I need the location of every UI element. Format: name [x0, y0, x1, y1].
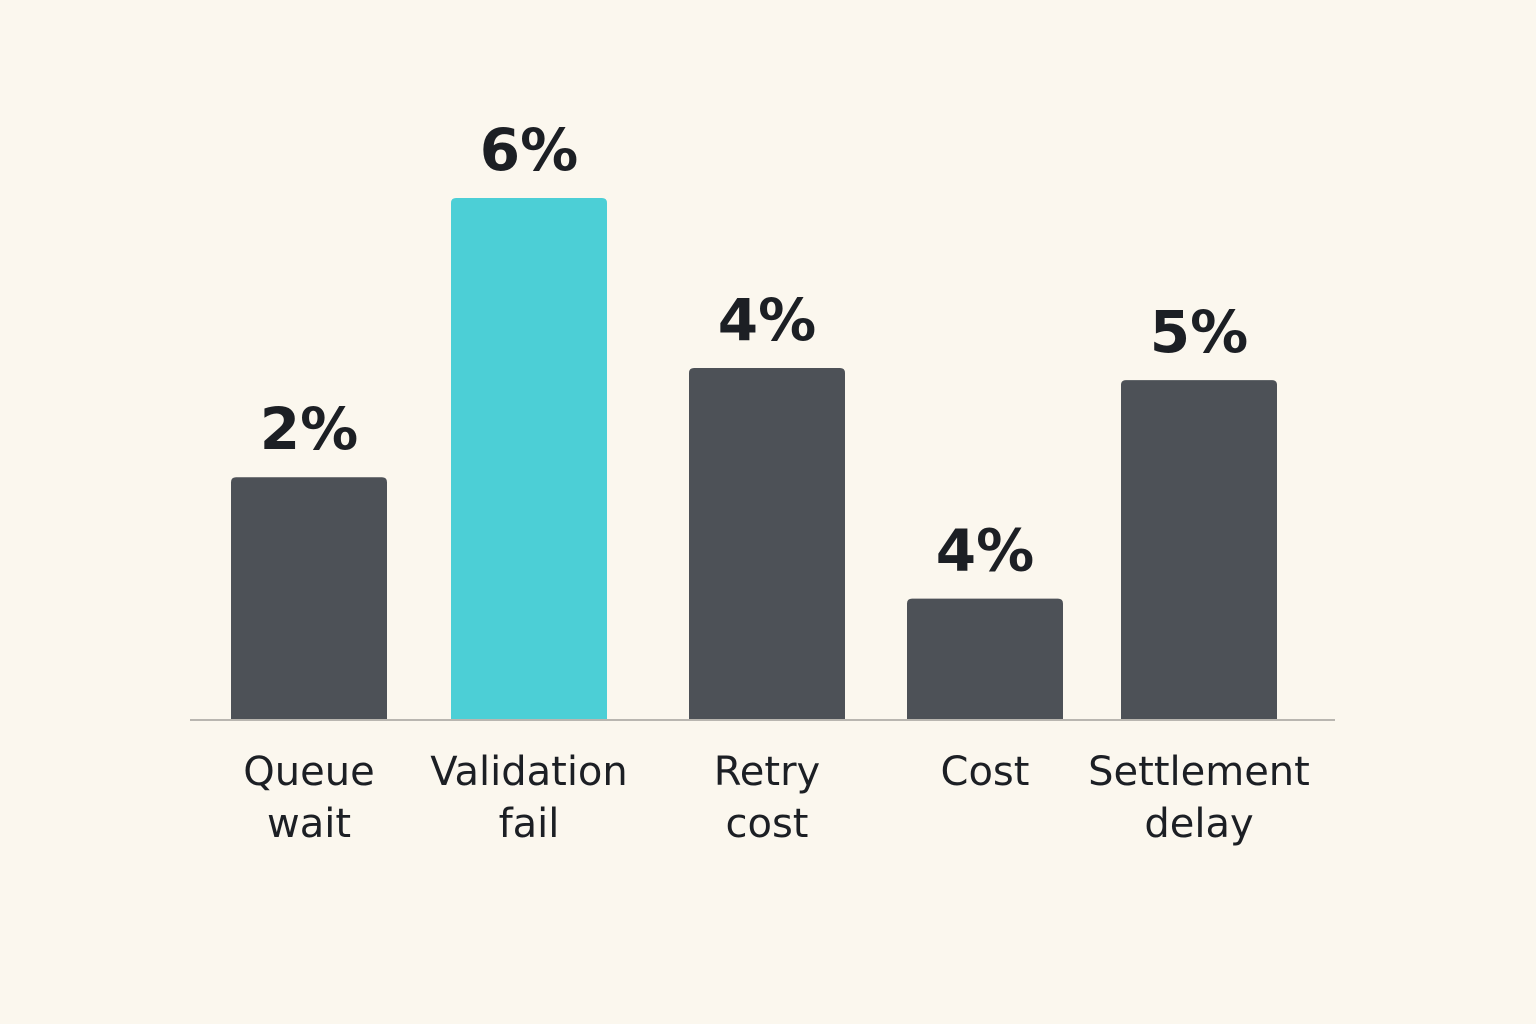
category-label: fail: [499, 801, 560, 847]
bar: [231, 477, 387, 720]
value-label: 4%: [718, 286, 816, 354]
category-label: Queue: [243, 749, 374, 795]
category-label: Settlement: [1088, 749, 1310, 795]
category-label: delay: [1144, 801, 1253, 847]
value-label: 4%: [936, 517, 1034, 585]
value-label: 2%: [260, 395, 358, 463]
bars-group: [231, 198, 1277, 720]
value-label: 6%: [480, 116, 578, 184]
category-label: Retry: [714, 749, 820, 795]
category-labels-group: Queue wait Validation fail Retry cost Cost Sett…: [243, 749, 1310, 847]
value-labels-group: 2% 6% 4% 4% 5%: [260, 116, 1248, 585]
bar: [689, 367, 845, 720]
bar: [451, 198, 607, 720]
category-label: Validation: [430, 749, 628, 795]
value-label: 5%: [1150, 298, 1248, 366]
bar: [907, 598, 1063, 720]
category-label: wait: [267, 801, 351, 847]
bar: [1121, 380, 1277, 720]
category-label: cost: [726, 801, 809, 847]
category-label: Cost: [941, 749, 1030, 795]
